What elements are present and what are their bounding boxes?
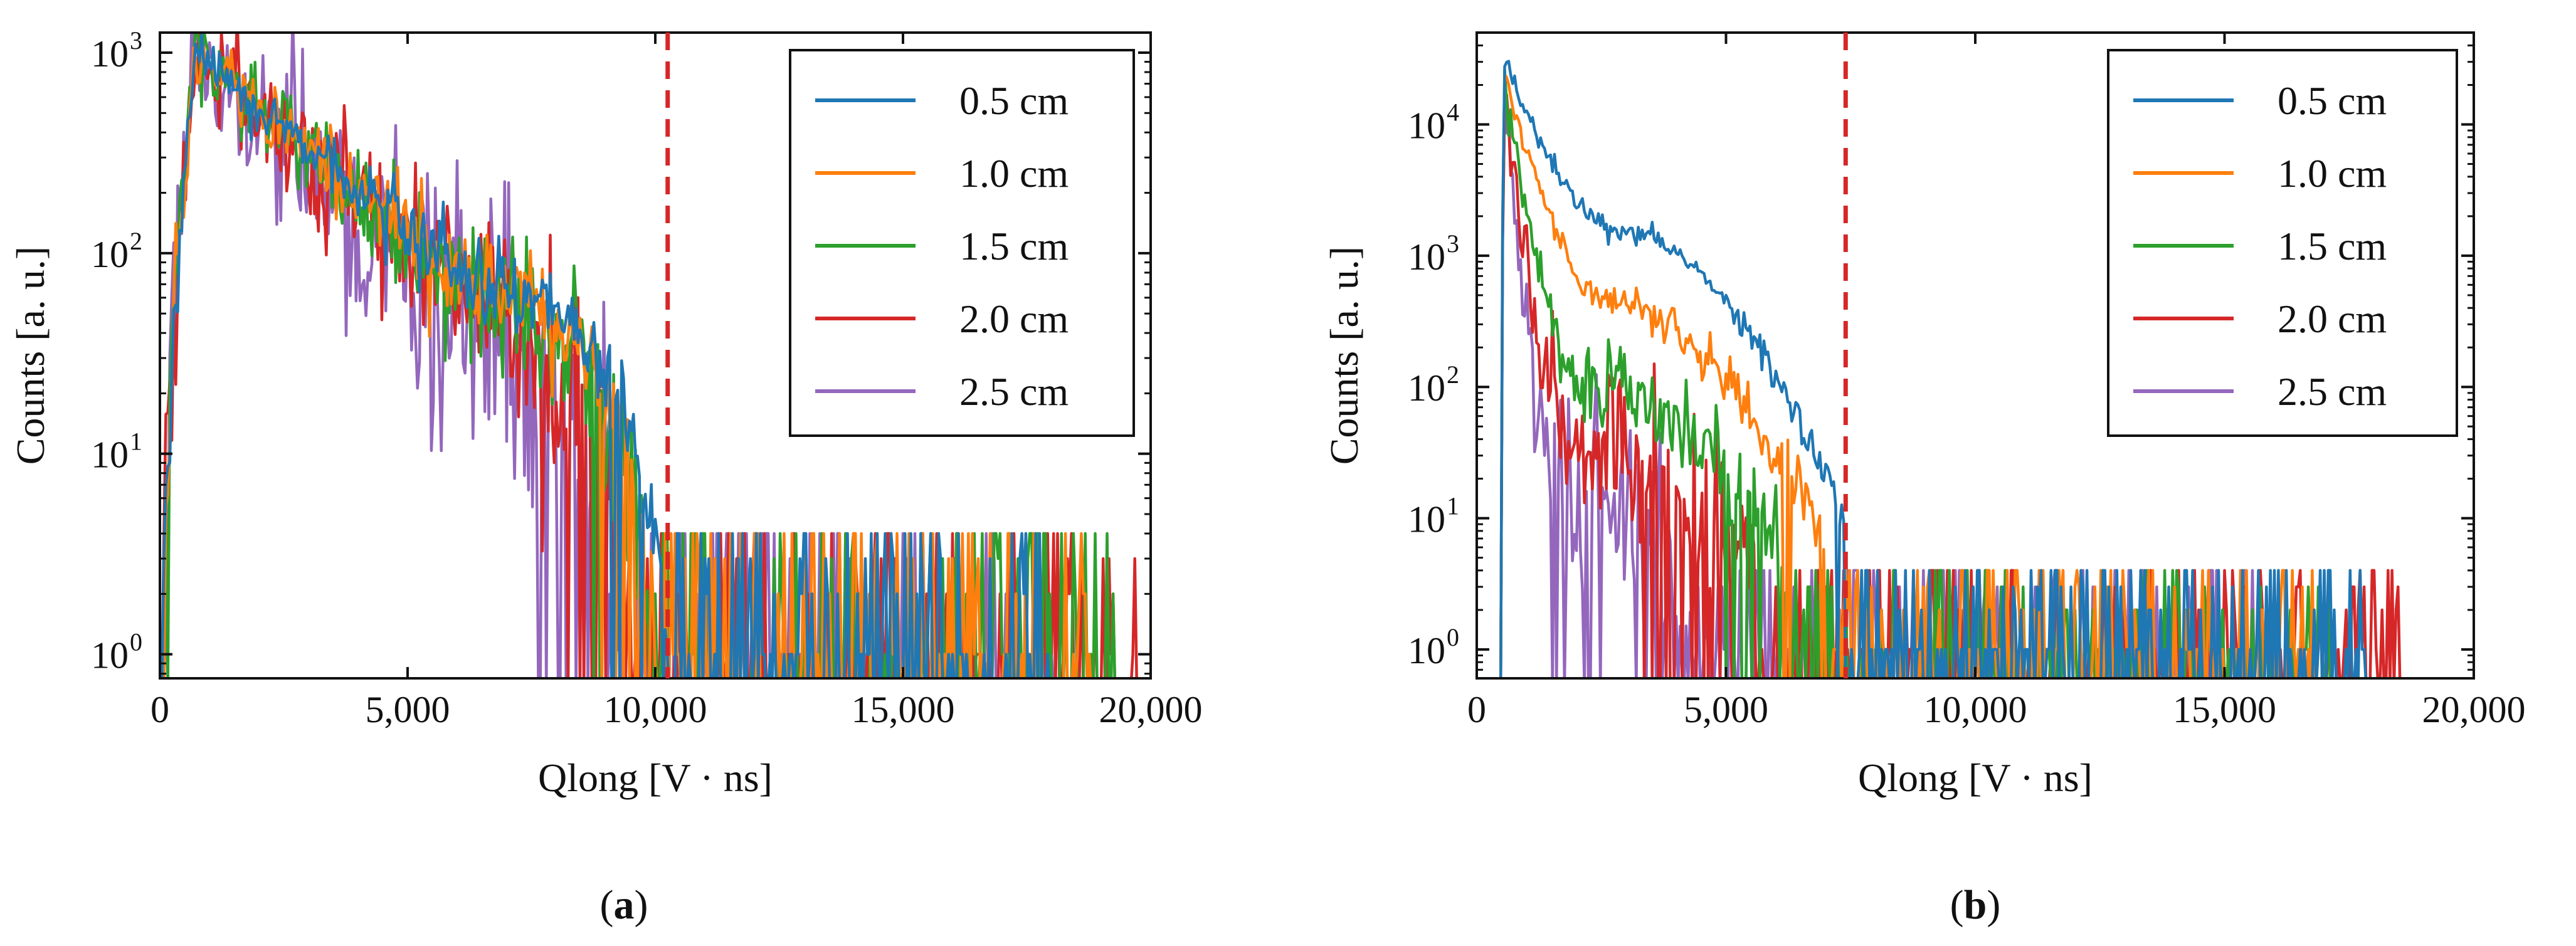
panel-b-y-tick-label: 10 bbox=[1408, 499, 1445, 540]
panel-b-legend-box bbox=[2107, 49, 2458, 437]
panel-b-x-tick-label: 15,000 bbox=[2173, 689, 2276, 730]
panel-a-legend-label: 1.0 cm bbox=[959, 151, 1069, 196]
panel-b-legend-label: 1.5 cm bbox=[2278, 224, 2387, 268]
panel-a-y-tick-label: 10 bbox=[91, 635, 129, 676]
panel-b-x-axis-label: Qlong [V · ns] bbox=[1858, 755, 2093, 800]
panel-a-legend-label: 2.0 cm bbox=[959, 297, 1069, 341]
panel-b-legend-label: 0.5 cm bbox=[2278, 78, 2387, 123]
panel-b-series-group bbox=[1499, 60, 2402, 678]
panel-b-x-tick-label: 5,000 bbox=[1684, 689, 1768, 730]
panel-a-legend-label: 0.5 cm bbox=[959, 78, 1069, 123]
panel-b-caption: (b) bbox=[1950, 882, 2001, 928]
panel-b-y-tick-exponent: 4 bbox=[1447, 98, 1459, 127]
panel-a-x-tick-label: 0 bbox=[150, 689, 169, 730]
panel-b-x-tick-label: 0 bbox=[1467, 689, 1486, 730]
panel-b-x-tick-label: 10,000 bbox=[1924, 689, 2027, 730]
panel-b-legend: 0.5 cm 1.0 cm 1.5 cm 2.0 cm 2.5 cm bbox=[2107, 49, 2458, 437]
panel-a-x-tick-label: 15,000 bbox=[852, 689, 955, 730]
panel-a-legend-label: 1.5 cm bbox=[959, 224, 1069, 268]
panel-a-y-tick-exponent: 2 bbox=[130, 227, 142, 255]
panel-b-series-line-0-5-cm bbox=[1499, 60, 2367, 678]
panel-a-x-ticks: 0 5,000 10,000 15,000 20,000 bbox=[150, 33, 1203, 730]
panel-b-y-tick-label: 10 bbox=[1408, 630, 1445, 671]
panel-a-y-tick-exponent: 0 bbox=[130, 628, 142, 656]
panel-a-y-axis-label: Counts [a. u.] bbox=[8, 246, 53, 465]
panel-b-x-tick-label: 20,000 bbox=[2422, 689, 2526, 730]
panel-a-y-tick-label: 10 bbox=[91, 234, 129, 275]
panel-b-y-axis-label: Counts [a. u.] bbox=[1322, 246, 1366, 465]
panel-a-legend-box bbox=[789, 49, 1135, 437]
panel-b-series-line-1-5-cm bbox=[1499, 68, 2332, 678]
panel-b-y-tick-label: 10 bbox=[1408, 236, 1445, 278]
panel-a-caption-letter: a bbox=[614, 882, 635, 928]
panel-b-y-tick-label: 10 bbox=[1408, 105, 1445, 147]
panel-a-y-tick-label: 10 bbox=[91, 434, 129, 476]
panel-a-x-axis-label: Qlong [V · ns] bbox=[538, 755, 773, 800]
panel-a-caption: (a) bbox=[600, 882, 648, 928]
panel-a-x-tick-label: 10,000 bbox=[604, 689, 707, 730]
panel-b-legend-label: 2.0 cm bbox=[2278, 297, 2387, 341]
panel-b-y-tick-label: 10 bbox=[1408, 367, 1445, 409]
panel-a-series-line-0-5-cm bbox=[161, 33, 1051, 678]
panel-a-y-tick-label: 10 bbox=[91, 33, 129, 75]
panel-b-caption-letter: b bbox=[1964, 882, 1987, 928]
panel-b-legend-label: 1.0 cm bbox=[2278, 151, 2387, 196]
panel-a-legend-label: 2.5 cm bbox=[959, 369, 1069, 414]
panel-a-y-tick-exponent: 3 bbox=[130, 26, 142, 55]
panel-a-y-tick-exponent: 1 bbox=[130, 428, 142, 456]
panel-a-x-tick-label: 5,000 bbox=[366, 689, 450, 730]
panel-a-series-line-2-5-cm bbox=[162, 33, 1055, 678]
panel-b-y-tick-exponent: 2 bbox=[1447, 360, 1459, 389]
panel-b-y-tick-exponent: 0 bbox=[1447, 623, 1459, 651]
panel-a-x-tick-label: 20,000 bbox=[1099, 689, 1203, 730]
panel-b-y-tick-exponent: 3 bbox=[1447, 229, 1459, 258]
panel-a-legend: 0.5 cm 1.0 cm 1.5 cm 2.0 cm 2.5 cm bbox=[789, 49, 1135, 437]
panel-b-legend-label: 2.5 cm bbox=[2278, 369, 2387, 414]
panel-b-y-tick-exponent: 1 bbox=[1447, 492, 1459, 520]
panel-b-x-ticks: 0 5,000 10,000 15,000 20,000 bbox=[1467, 33, 2526, 730]
